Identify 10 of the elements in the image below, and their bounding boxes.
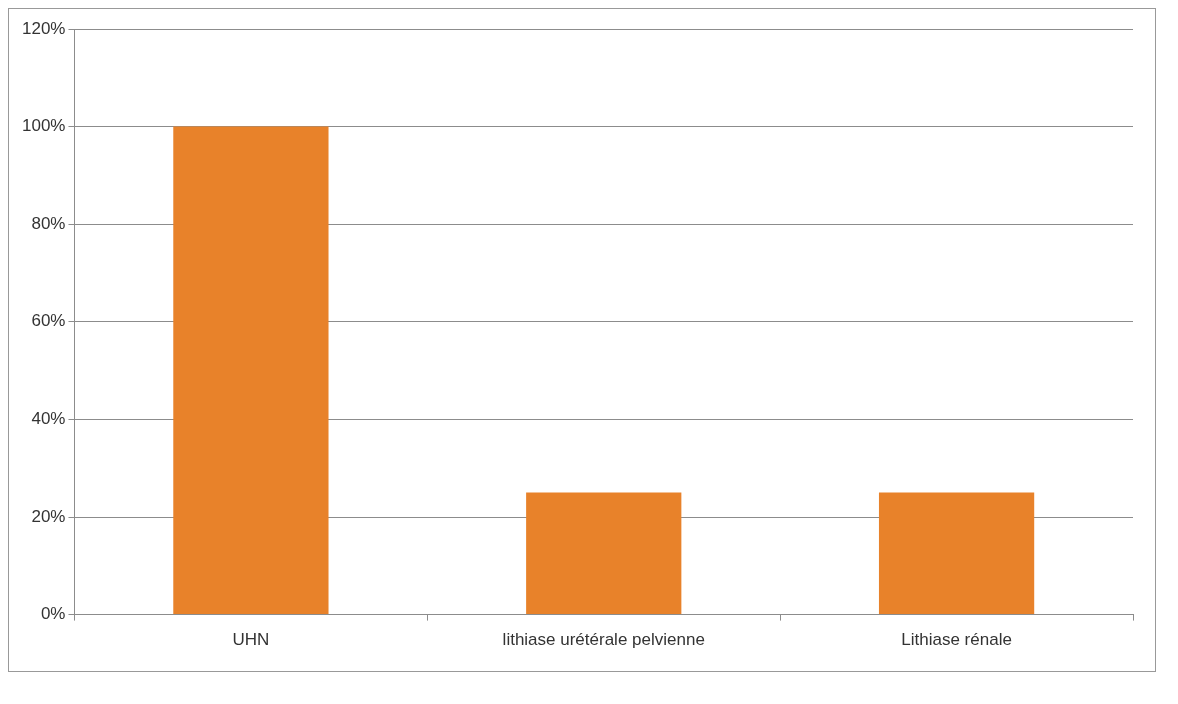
y-tick-label: 40% [31,409,66,429]
x-tick-label: Lithiase rénale [901,630,1012,650]
y-tick-label: 0% [40,604,66,624]
y-tick-label: 120% [22,18,66,38]
y-tick-label: 20% [31,506,66,526]
y-tick-label: 60% [31,311,66,331]
y-tick-label: 100% [22,116,66,136]
y-tick-label: 80% [31,213,66,233]
x-tick-label: lithiase urétérale pelvienne [502,630,705,650]
x-tick-label: UHN [232,630,270,650]
